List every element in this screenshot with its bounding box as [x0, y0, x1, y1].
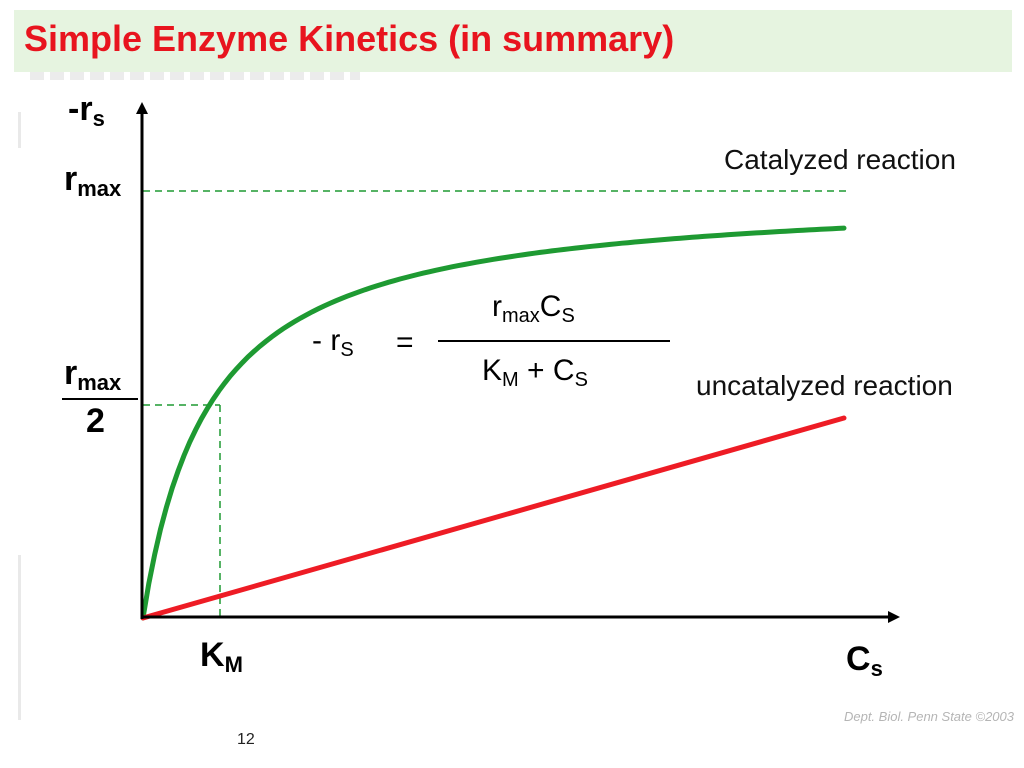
ghost-subtitle-line: [30, 72, 360, 80]
equation-num-r: r: [492, 290, 502, 323]
equation-den-c-sub: S: [574, 369, 588, 391]
equation-numerator: rmaxCS: [492, 290, 575, 328]
page-number: 12: [237, 731, 255, 748]
uncatalyzed-label: uncatalyzed reaction: [696, 370, 953, 401]
catalyzed-curve: [140, 225, 847, 621]
equation-num-c-sub: S: [561, 305, 575, 327]
half-rmax-denominator: 2: [86, 402, 105, 440]
half-rmax-fraction-bar: [62, 398, 138, 400]
rmax-tick-main: r: [64, 160, 78, 198]
x-axis-label: Cs: [846, 640, 883, 682]
title-bar: [14, 10, 1012, 72]
half-rmax-num-main: r: [64, 354, 78, 392]
equation-lhs: - rS: [312, 324, 354, 362]
equation-fraction-bar: [438, 340, 670, 342]
watermark: Dept. Biol. Penn State ©2003: [843, 709, 1014, 724]
slide-title: Simple Enzyme Kinetics (in summary): [24, 18, 675, 59]
equation-den-k: K: [482, 354, 503, 387]
half-rmax-num-sub: max: [77, 370, 122, 395]
equation-lhs-sub: S: [340, 339, 354, 361]
km-tick-label: KM: [200, 636, 243, 678]
left-edge-mark-bottom: [18, 555, 21, 720]
km-tick-main: K: [200, 636, 225, 674]
equation-num-r-sub: max: [502, 305, 540, 327]
rmax-tick-sub: max: [77, 176, 122, 201]
y-axis-label-main: -r: [68, 90, 93, 128]
km-tick-sub: M: [224, 652, 243, 677]
y-axis-label-sub: s: [92, 106, 105, 131]
left-edge-mark-top: [18, 112, 21, 148]
equation-num-c: C: [539, 290, 562, 323]
catalyzed-label: Catalyzed reaction: [724, 144, 956, 175]
equation-den-plus: +: [527, 354, 545, 387]
equation-den-k-sub: M: [502, 369, 519, 391]
half-rmax-numerator: rmax: [64, 354, 121, 396]
equation-den-c: C: [552, 354, 575, 387]
equation-denominator: KM + CS: [482, 354, 588, 392]
uncatalyzed-line: [140, 415, 847, 621]
equation-lhs-main: - r: [312, 324, 341, 357]
y-axis-label: -rs: [68, 90, 105, 132]
equation-equals: =: [396, 326, 414, 359]
x-axis-label-main: C: [846, 640, 871, 678]
rmax-tick-label: rmax: [64, 160, 121, 202]
x-axis-label-sub: s: [870, 656, 883, 681]
